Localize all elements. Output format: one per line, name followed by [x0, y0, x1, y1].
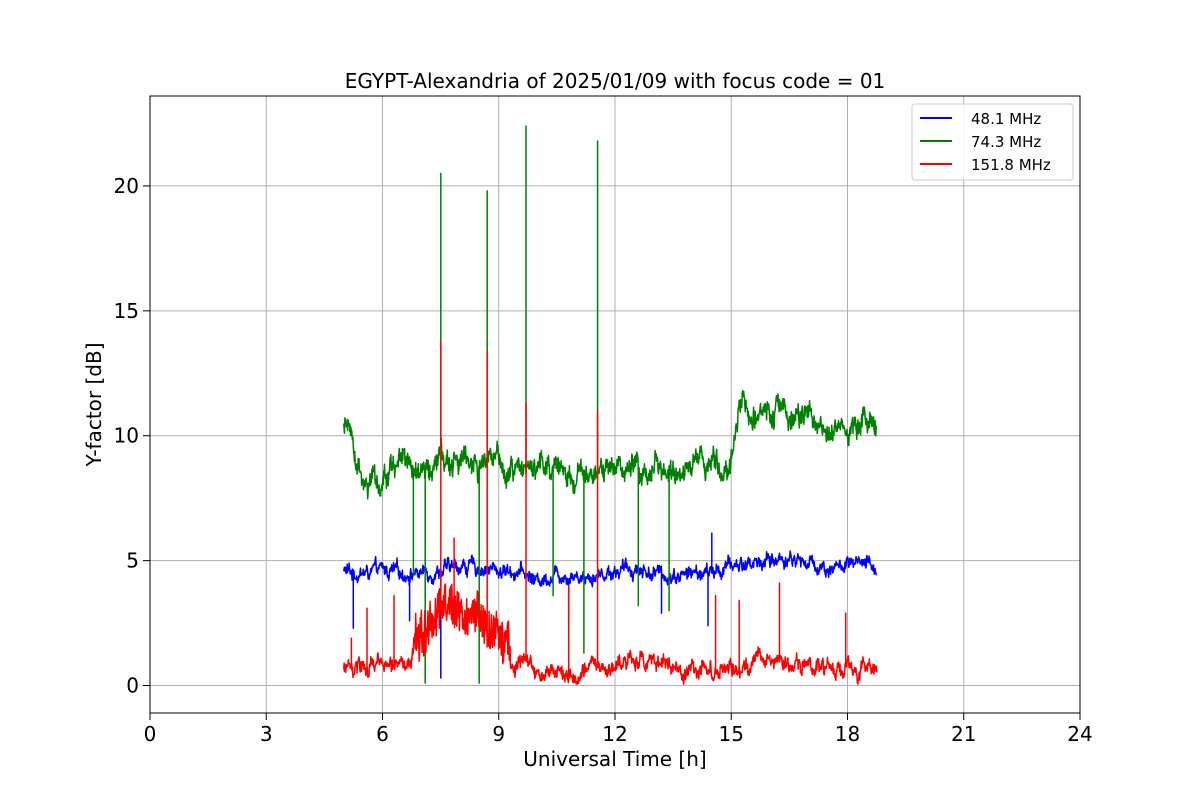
series-line-0: [343, 532, 877, 679]
y-tick-label: 20: [114, 174, 139, 198]
y-axis-label: Y-factor [dB]: [82, 342, 106, 467]
legend-box: [911, 103, 1074, 181]
series-line-2: [343, 340, 878, 685]
legend-label: 48.1 MHz: [971, 110, 1041, 128]
x-tick-label: 0: [144, 722, 157, 746]
x-axis-label: Universal Time [h]: [523, 747, 706, 771]
x-tick-label: 12: [602, 722, 627, 746]
y-tick-label: 15: [114, 299, 139, 323]
chart-title: EGYPT-Alexandria of 2025/01/09 with focu…: [345, 69, 886, 93]
x-tick-label: 24: [1067, 722, 1092, 746]
x-tick-label: 3: [260, 722, 273, 746]
y-axis: 0 5 10 15 20: [114, 174, 150, 698]
x-tick-label: 21: [951, 722, 976, 746]
x-tick-label: 9: [492, 722, 505, 746]
legend: 48.1 MHz 74.3 MHz 151.8 MHz: [911, 103, 1074, 181]
x-tick-label: 6: [376, 722, 389, 746]
y-tick-label: 0: [126, 674, 139, 698]
x-tick-label: 18: [835, 722, 860, 746]
y-tick-label: 5: [126, 549, 139, 573]
x-tick-label: 15: [719, 722, 744, 746]
legend-label: 74.3 MHz: [971, 133, 1041, 151]
y-tick-label: 10: [114, 424, 139, 448]
series-line-1: [343, 125, 878, 684]
series-layer: [343, 125, 878, 685]
x-axis: 0 3 6 9 12 15 18 21 24: [144, 713, 1093, 746]
legend-label: 151.8 MHz: [971, 156, 1051, 174]
